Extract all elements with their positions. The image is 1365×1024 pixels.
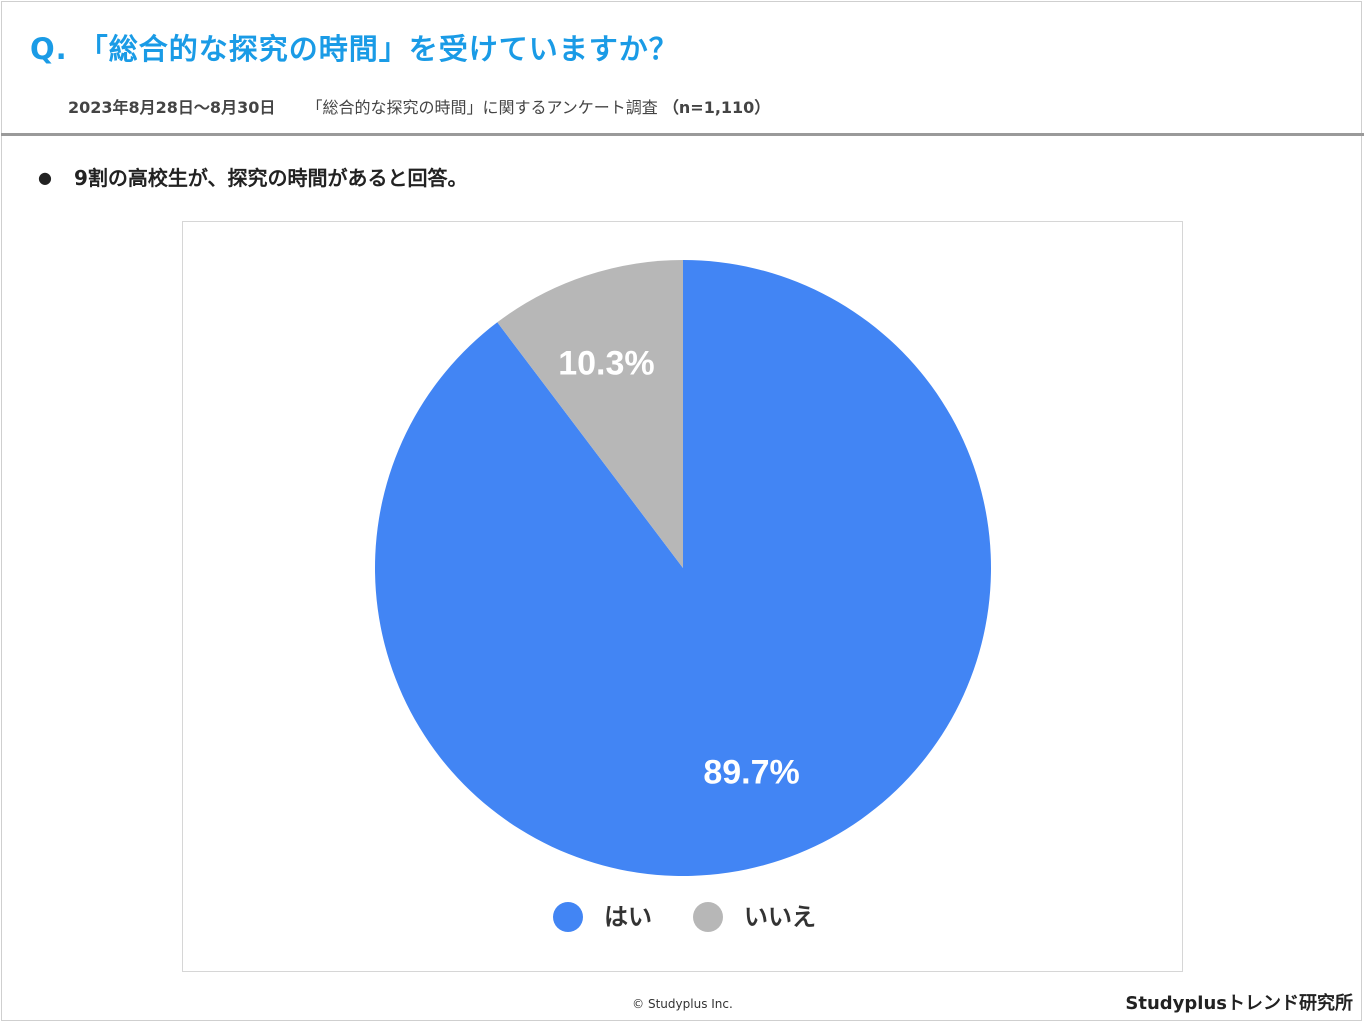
sample-size: （n=1,110） xyxy=(662,98,771,117)
chart-container: 89.7% 10.3% はい いいえ xyxy=(182,221,1183,972)
pie-data-label-yes: 89.7% xyxy=(703,753,799,791)
survey-name: 「総合的な探究の時間」に関するアンケート調査 xyxy=(306,98,658,117)
page-title: Q. 「総合的な探究の時間」を受けていますか？ xyxy=(30,32,679,66)
legend-swatch-no xyxy=(693,902,723,932)
legend-label-yes: はい xyxy=(604,903,652,931)
legend-label-no: いいえ xyxy=(744,903,816,931)
pie-slice-yes xyxy=(374,260,992,876)
legend-swatch-yes xyxy=(553,902,583,932)
summary-text: 9割の高校生が、探究の時間があると回答。 xyxy=(74,166,468,190)
header-divider xyxy=(1,133,1364,136)
pie-data-label-no: 10.3% xyxy=(558,345,654,383)
bullet-dot-icon: ● xyxy=(38,168,52,187)
summary-bullet: ● 9割の高校生が、探究の時間があると回答。 xyxy=(38,162,468,191)
survey-date-range: 2023年8月28日〜8月30日 xyxy=(68,98,276,117)
pie-chart: 89.7% 10.3% はい いいえ xyxy=(374,260,992,932)
copyright-text: © Studyplus Inc. xyxy=(632,997,733,1011)
pie-slice-no xyxy=(497,260,683,568)
brand-logo-text: Studyplusトレンド研究所 xyxy=(1125,993,1353,1014)
survey-subtitle: 2023年8月28日〜8月30日 「総合的な探究の時間」に関するアンケート調査 … xyxy=(68,94,770,118)
